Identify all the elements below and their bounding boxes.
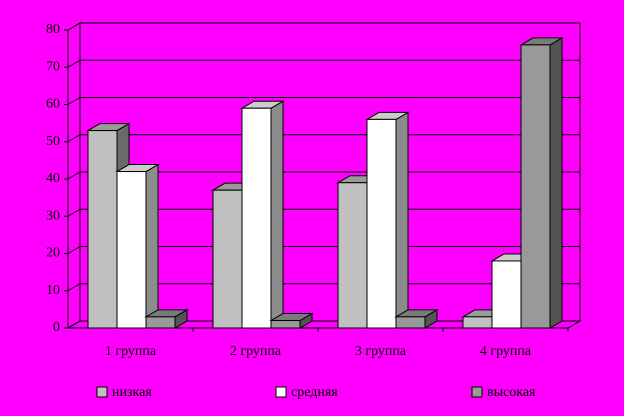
y-tick-label: 10	[46, 283, 60, 298]
y-tick-label: 0	[53, 320, 60, 335]
grid-line	[67, 22, 580, 31]
y-tick-label: 40	[46, 171, 60, 186]
y-tick-label: 20	[46, 246, 60, 261]
bar	[241, 107, 272, 329]
y-tick-label: 70	[46, 59, 60, 74]
grid-line	[67, 208, 580, 217]
y-tick-label: 80	[46, 22, 60, 37]
y-tick-label: 60	[46, 97, 60, 112]
bar	[491, 260, 522, 329]
bar	[520, 44, 551, 329]
bar	[337, 182, 368, 329]
bar	[366, 118, 397, 329]
y-tick-label: 50	[46, 134, 60, 149]
bar-side	[145, 163, 159, 329]
bar	[87, 130, 118, 329]
x-tick-label: 1 группа	[105, 344, 157, 359]
legend-label: средняя	[291, 385, 338, 400]
y-tick-label: 30	[46, 208, 60, 223]
legend-swatch	[275, 386, 287, 398]
grid-line	[67, 97, 580, 105]
grid-line	[67, 246, 580, 254]
bar	[270, 320, 301, 329]
bar	[145, 316, 176, 329]
x-tick-label: 3 группа	[355, 344, 407, 359]
bar-side	[549, 37, 563, 329]
legend-swatch	[96, 386, 108, 398]
bar	[462, 316, 493, 329]
x-tick-label: 2 группа	[230, 344, 282, 359]
grid-line	[67, 59, 580, 68]
legend-label: высокая	[487, 385, 536, 400]
grid-line	[67, 134, 580, 143]
grid-line	[67, 171, 580, 180]
bar	[116, 171, 147, 329]
x-tick-label: 4 группа	[480, 344, 532, 359]
bar-side	[270, 100, 284, 329]
bar-side	[395, 111, 409, 329]
bar	[395, 316, 426, 329]
legend-label: низкая	[112, 385, 152, 400]
bar	[212, 189, 243, 329]
grid-line	[67, 283, 580, 292]
legend-swatch	[471, 386, 483, 398]
